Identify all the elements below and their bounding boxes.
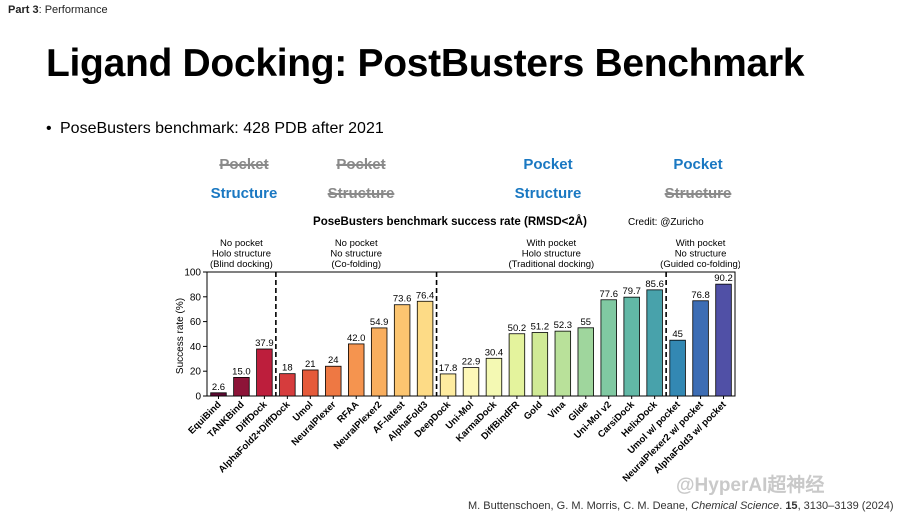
- group-annotation-line: (Co-folding): [331, 259, 381, 270]
- bar-value-label: 55: [580, 317, 591, 328]
- bar: [462, 367, 480, 397]
- bar-value-label: 54.9: [370, 317, 389, 328]
- bar: [646, 289, 663, 397]
- header-2-structure: Structure: [327, 185, 395, 202]
- group-annotation-line: With pocket: [527, 238, 577, 249]
- header-3-structure: Structure: [514, 185, 582, 202]
- bullet-text: PoseBusters benchmark: 428 PDB after 202…: [60, 120, 384, 137]
- group-annotation-line: (Traditional docking): [508, 259, 594, 270]
- bar-value-label: 79.7: [622, 286, 641, 297]
- group-annotation-line: No structure: [330, 249, 382, 260]
- bar: [233, 376, 250, 397]
- bar-value-label: 73.6: [393, 294, 412, 305]
- bar-value-label: 76.8: [691, 290, 710, 301]
- x-category-label: Gold: [522, 399, 545, 422]
- bar: [554, 330, 572, 397]
- y-tick-label: 40: [190, 342, 202, 353]
- header-2-pocket: Pocket: [336, 156, 386, 173]
- bar-value-label: 2.6: [212, 382, 225, 393]
- header-3-pocket: Pocket: [523, 156, 573, 173]
- bar: [669, 339, 686, 397]
- group-annotation-line: Holo structure: [212, 249, 271, 260]
- bar: [279, 373, 296, 397]
- bar: [715, 283, 732, 397]
- bar-value-label: 21: [305, 359, 316, 370]
- slide-title: Ligand Docking: PostBusters Benchmark: [46, 42, 805, 85]
- bar: [692, 300, 709, 397]
- y-axis-label: Success rate (%): [175, 298, 186, 374]
- citation-sep: .: [779, 500, 786, 512]
- credit-text: Credit: @Zuricho: [628, 217, 704, 228]
- bar-value-label: 37.9: [255, 338, 274, 349]
- bar-value-label: 85.6: [645, 279, 664, 290]
- x-category-label: Vina: [546, 399, 568, 421]
- y-tick-label: 100: [184, 268, 201, 279]
- bar: [256, 348, 273, 397]
- header-4-structure: Structure: [664, 185, 732, 202]
- bar-value-label: 22.9: [462, 357, 481, 368]
- bar-value-label: 17.8: [439, 363, 458, 374]
- bar-value-label: 15.0: [232, 366, 251, 377]
- group-annotation-line: No pocket: [335, 238, 378, 249]
- bar: [416, 300, 434, 397]
- citation-pages: , 3130–3139 (2024): [797, 500, 894, 512]
- header-1-structure: Structure: [210, 185, 278, 202]
- watermark: @HyperAI超神经: [676, 475, 825, 496]
- group-annotation-line: Holo structure: [522, 249, 581, 260]
- chart-title: PoseBusters benchmark success rate (RMSD…: [313, 215, 587, 228]
- group-annotation-line: No structure: [675, 249, 727, 260]
- bar-value-label: 90.2: [714, 273, 733, 284]
- bar: [600, 299, 617, 397]
- bar: [623, 296, 640, 397]
- group-annotation-line: (Guided co-folding): [660, 259, 740, 270]
- bar-value-label: 30.4: [485, 347, 504, 358]
- bullet-item: • PoseBusters benchmark: 428 PDB after 20…: [46, 120, 384, 138]
- bar: [531, 332, 549, 397]
- citation-volume: 15: [785, 500, 798, 512]
- bar: [370, 327, 388, 397]
- citation-authors: M. Buttenschoen, G. M. Morris, C. M. Dea…: [468, 500, 692, 512]
- bar: [485, 357, 503, 397]
- header-4-pocket: Pocket: [673, 156, 723, 173]
- group-annotation-line: No pocket: [220, 238, 263, 249]
- bar: [393, 304, 411, 397]
- bar: [302, 369, 319, 397]
- header-1-pocket: Pocket: [219, 156, 269, 173]
- bar-value-label: 45: [672, 329, 683, 340]
- y-tick-label: 60: [190, 317, 202, 328]
- citation-journal: Chemical Science: [691, 500, 780, 512]
- bar-value-label: 76.4: [416, 290, 435, 301]
- breadcrumb-section: : Performance: [38, 4, 108, 16]
- bar: [348, 343, 365, 397]
- bullet-dot: •: [46, 120, 52, 137]
- y-tick-label: 80: [190, 292, 202, 303]
- success-rate-bar-chart: PoseBusters benchmark success rate (RMSD…: [175, 215, 740, 484]
- bar: [439, 373, 457, 397]
- breadcrumb: Part 3: Performance: [8, 4, 108, 16]
- bar-value-label: 77.6: [599, 289, 618, 300]
- group-annotation-line: With pocket: [676, 238, 726, 249]
- bar-value-label: 42.0: [347, 333, 366, 344]
- y-tick-label: 0: [195, 392, 201, 403]
- bar-value-label: 50.2: [508, 323, 527, 334]
- group-annotation-line: (Blind docking): [210, 259, 273, 270]
- citation: M. Buttenschoen, G. M. Morris, C. M. Dea…: [468, 500, 894, 512]
- bar-value-label: 24: [328, 355, 339, 366]
- bar-value-label: 52.3: [554, 320, 573, 331]
- breadcrumb-part: Part 3: [8, 4, 39, 16]
- bar: [577, 327, 594, 397]
- bar-value-label: 51.2: [531, 322, 550, 333]
- bar: [325, 365, 342, 397]
- bar: [508, 333, 526, 397]
- y-tick-label: 20: [190, 367, 202, 378]
- bar: [210, 392, 227, 397]
- bar-value-label: 18: [282, 363, 293, 374]
